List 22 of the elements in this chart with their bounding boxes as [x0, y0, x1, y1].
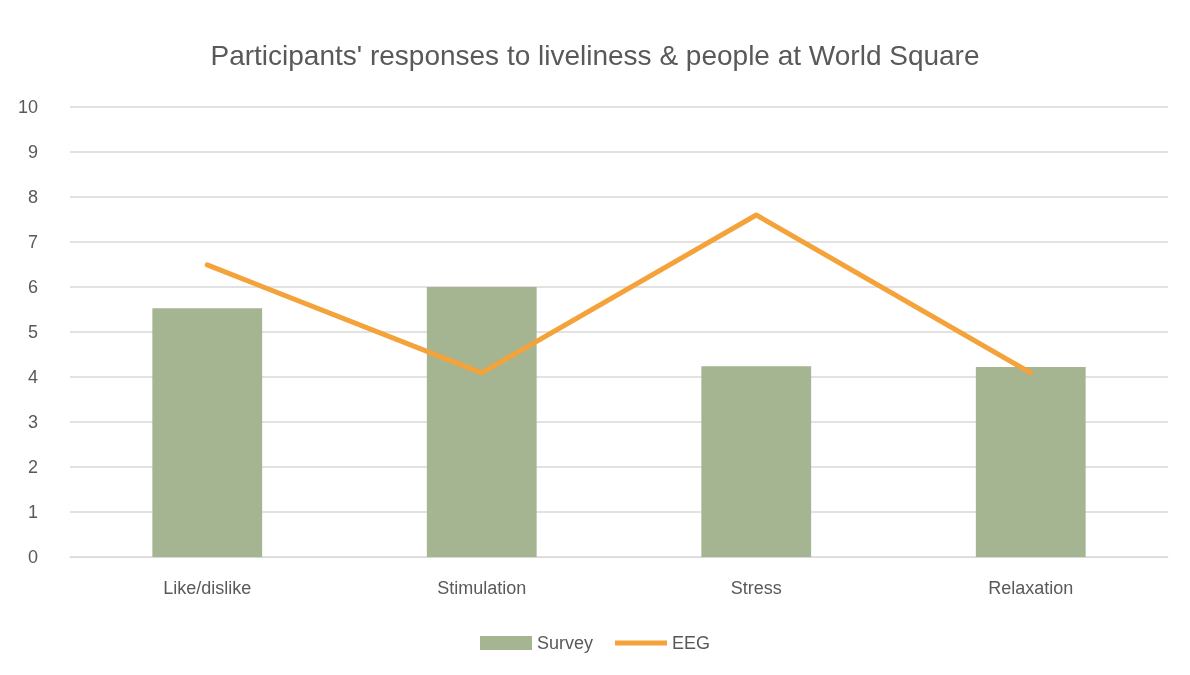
- legend-label: EEG: [672, 633, 711, 653]
- y-tick-label: 0: [27, 547, 38, 567]
- y-tick-label: 2: [27, 457, 38, 477]
- y-tick-label: 1: [27, 502, 38, 522]
- legend-label: Survey: [536, 633, 594, 653]
- x-tick-label: Like/dislike: [163, 578, 252, 598]
- y-tick-label: 9: [27, 142, 38, 162]
- y-tick-label: 4: [27, 367, 38, 387]
- chart-title: Participants' responses to liveliness & people at World Square: [210, 39, 980, 71]
- bar: [975, 367, 1086, 557]
- y-tick-label: 7: [27, 232, 38, 252]
- y-tick-label: 5: [27, 322, 38, 342]
- bar: [152, 308, 263, 557]
- y-tick-label: 6: [27, 277, 38, 297]
- x-tick-label: Stress: [730, 578, 782, 598]
- x-tick-label: Stimulation: [437, 578, 527, 598]
- bar: [426, 287, 537, 557]
- x-tick-label: Relaxation: [988, 578, 1074, 598]
- bar: [701, 366, 812, 557]
- y-tick-label: 3: [27, 412, 38, 432]
- y-tick-label: 10: [17, 97, 38, 117]
- y-tick-label: 8: [27, 187, 38, 207]
